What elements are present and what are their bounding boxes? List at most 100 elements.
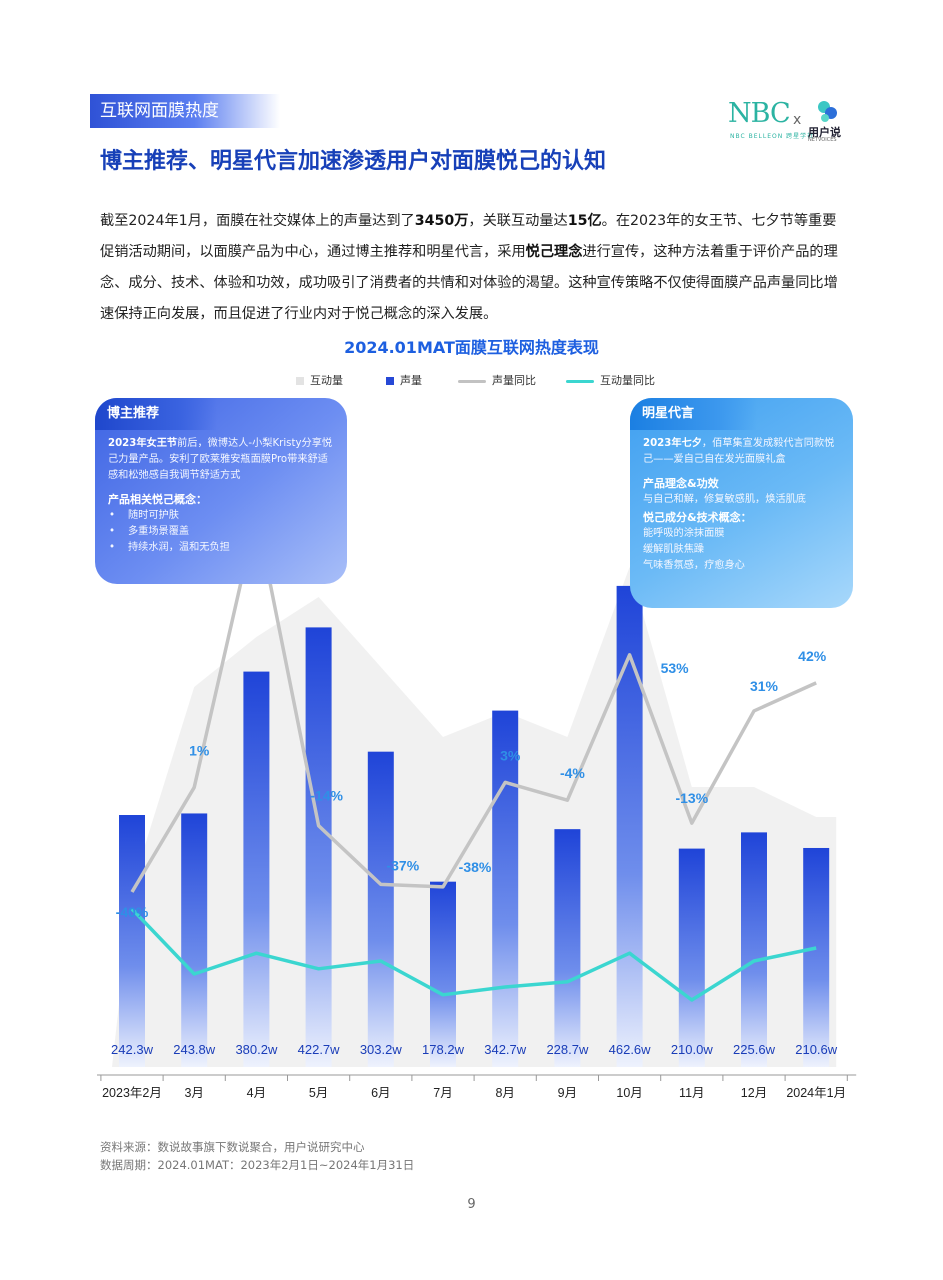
volume-yoy-label: 1% [189,742,210,758]
data-source-note: 资料来源：数说故事旗下数说聚合，用户说研究中心 数据周期：2024.01MAT：… [100,1138,414,1174]
period-line: 数据周期：2024.01MAT：2023年2月1日~2024年1月31日 [100,1158,415,1172]
x-axis-tick-label: 2024年1月 [786,1086,846,1100]
volume-bar [616,585,643,1067]
volume-bar [678,848,705,1067]
volume-bar [243,671,270,1067]
callout-left-bullet: 随时可护肤 [109,508,337,524]
volume-yoy-label: -40% [116,904,149,920]
legend-item-hudong: 互动量 [296,372,343,388]
callout-left-bullet: 持续水润，温和无负担 [109,540,337,556]
section-tag: 互联网面膜热度 [90,94,280,128]
netvoices-logo-text: 用户说 [808,126,841,139]
volume-value-label: 228.7w [546,1042,589,1057]
volume-yoy-label: -37% [386,857,419,873]
volume-bar-layer [119,585,830,1067]
volume-yoy-label: -13% [675,790,708,806]
legend-label-shengliang: 声量 [400,374,422,387]
volume-value-label: 462.6w [609,1042,652,1057]
page-number: 9 [467,1197,476,1212]
legend-label-volume-yoy: 声量同比 [492,374,536,387]
callout-left-bullets: 随时可护肤 多重场景覆盖 持续水润，温和无负担 [108,508,337,556]
callout-left-intro: 2023年女王节前后，微博达人-小梨Kristy分享悦己力量产品。安利了欧莱雅安… [108,436,337,484]
intro-paragraph: 截至2024年1月，面膜在社交媒体上的声量达到了3450万，关联互动量达15亿。… [100,206,850,330]
volume-yoy-label: 42% [798,648,827,664]
intro-text-3: 。在2023年的女王节、七夕节等重要促销活动期间，以面膜产品为中心，通过博主推荐… [100,213,837,260]
volume-bar [181,813,208,1067]
x-axis-tick-label: 10月 [616,1086,642,1100]
x-axis: 2023年2月 3月 4月 5月 6月 7月 8月 9月 10月 11月 12月 2024年1月 [97,1074,857,1100]
volume-bar [430,881,456,1067]
volume-value-label: 422.7w [298,1042,341,1057]
volume-value-label: 225.6w [733,1042,776,1057]
volume-bar [367,751,394,1067]
nbc-logo-subtext: NBC BELLEON 跨星学社 [730,133,815,140]
callout-right-tech-line: 气味香氛感，疗愈身心 [643,560,745,571]
logo-separator: x [793,112,802,128]
blogger-recommendation-callout: 博主推荐 2023年女王节前后，微博达人-小梨Kristy分享悦己力量产品。安利… [95,398,347,584]
volume-value-label: 342.7w [484,1042,527,1057]
volume-value-label: 210.6w [795,1042,838,1057]
x-axis-tick-label: 11月 [679,1086,704,1100]
legend-item-shengliang: 声量 [386,372,422,388]
volume-bar [554,829,581,1067]
netvoices-logo-icon [818,101,837,122]
callout-left-event: 2023年女王节 [108,438,178,449]
intro-highlight-concept: 悦己理念 [525,244,583,260]
callout-left-concept-title: 产品相关悦己概念： [108,493,207,506]
callout-right-tech-title: 悦己成分&技术概念： [643,511,752,524]
volume-bar [119,815,145,1067]
legend-label-hudong: 互动量 [310,374,343,387]
intro-text-2: ，关联互动量达 [468,213,568,229]
x-axis-tick-label: 12月 [741,1086,767,1100]
intro-text-1: 截至2024年1月，面膜在社交媒体上的声量达到了 [100,213,415,229]
x-axis-tick-label: 7月 [433,1086,452,1100]
x-axis-tick-label: 9月 [558,1086,577,1100]
volume-yoy-label: -38% [459,859,492,875]
label-layer: -40%1%108%-14%-37%-38%3%-4%53%-13%31%42%… [111,480,838,1057]
volume-value-label: 242.3w [111,1042,154,1057]
volume-yoy-label: 31% [750,678,779,694]
celebrity-endorsement-callout: 明星代言 2023年七夕，佰草集宣发成毅代言同款悦己——爱自己自在发光面膜礼盒 … [630,398,853,608]
heat-chart: -40%1%108%-14%-37%-38%3%-4%53%-13%31%42%… [97,480,857,1100]
volume-value-label: 210.0w [671,1042,714,1057]
volume-yoy-label: -14% [310,788,343,804]
callout-right-concept-text: 与自己和解，修复敏感肌，焕活肌底 [643,494,806,505]
callout-left-body: 2023年女王节前后，微博达人-小梨Kristy分享悦己力量产品。安利了欧莱雅安… [108,436,337,556]
callout-right-intro: 2023年七夕，佰草集宣发成毅代言同款悦己——爱自己自在发光面膜礼盒 [643,436,843,468]
x-axis-tick-label: 2023年2月 [102,1086,162,1100]
nbc-logo: NBC [728,98,791,129]
volume-yoy-label: 53% [661,660,690,676]
x-axis-tick-label: 4月 [247,1086,266,1100]
legend-swatch-interaction-yoy [566,379,594,383]
legend-swatch-volume-yoy [458,379,486,383]
volume-bar [741,832,767,1067]
callout-right-concept-title: 产品理念&功效 [643,477,719,490]
brand-logos: NBC NBC BELLEON 跨星学社 x 用户说 NETVOICES [728,98,848,148]
source-line: 资料来源：数说故事旗下数说聚合，用户说研究中心 [100,1140,365,1154]
chart-title: 2024.01MAT面膜互联网热度表现 [344,338,599,357]
x-axis-tick-label: 8月 [495,1086,514,1100]
volume-value-label: 178.2w [422,1042,465,1057]
x-axis-tick-label: 5月 [309,1086,328,1100]
interaction-yoy-line [130,907,817,1002]
page-title: 博主推荐、明星代言加速渗透用户对面膜悦己的认知 [100,149,607,174]
callout-left-desc: 前后，微博达人-小梨Kristy分享悦己力量产品。安利了欧莱雅安瓶面膜Pro带来… [108,438,333,481]
callout-right-desc: ，佰草集宣发成毅代言同款悦己——爱自己自在发光面膜礼盒 [643,438,835,465]
intro-text-4: 进行宣传，这种方法着重于评价产品的理念、成分、技术、体验和功效，成功吸引了消费者… [100,244,838,322]
volume-bar [492,710,519,1067]
legend-swatch-hudong [296,377,304,385]
legend-item-interaction-yoy: 互动量同比 [566,372,655,388]
callout-right-body: 2023年七夕，佰草集宣发成毅代言同款悦己——爱自己自在发光面膜礼盒 产品理念&… [643,436,843,574]
intro-highlight-interaction: 15亿 [567,213,602,229]
legend-label-interaction-yoy: 互动量同比 [600,374,655,387]
legend-item-volume-yoy: 声量同比 [458,372,536,388]
volume-value-label: 243.8w [173,1042,216,1057]
callout-right-tech-line: 能呼吸的涂抹面膜 [643,528,725,539]
callout-right-event: 2023年七夕 [643,438,702,449]
volume-bar [803,847,830,1067]
callout-right-tech-line: 缓解肌肤焦躁 [643,544,705,555]
x-axis-tick-label: 6月 [371,1086,390,1100]
volume-value-label: 303.2w [360,1042,403,1057]
callout-left-bullet: 多重场景覆盖 [109,524,337,540]
legend-swatch-shengliang [386,377,394,385]
